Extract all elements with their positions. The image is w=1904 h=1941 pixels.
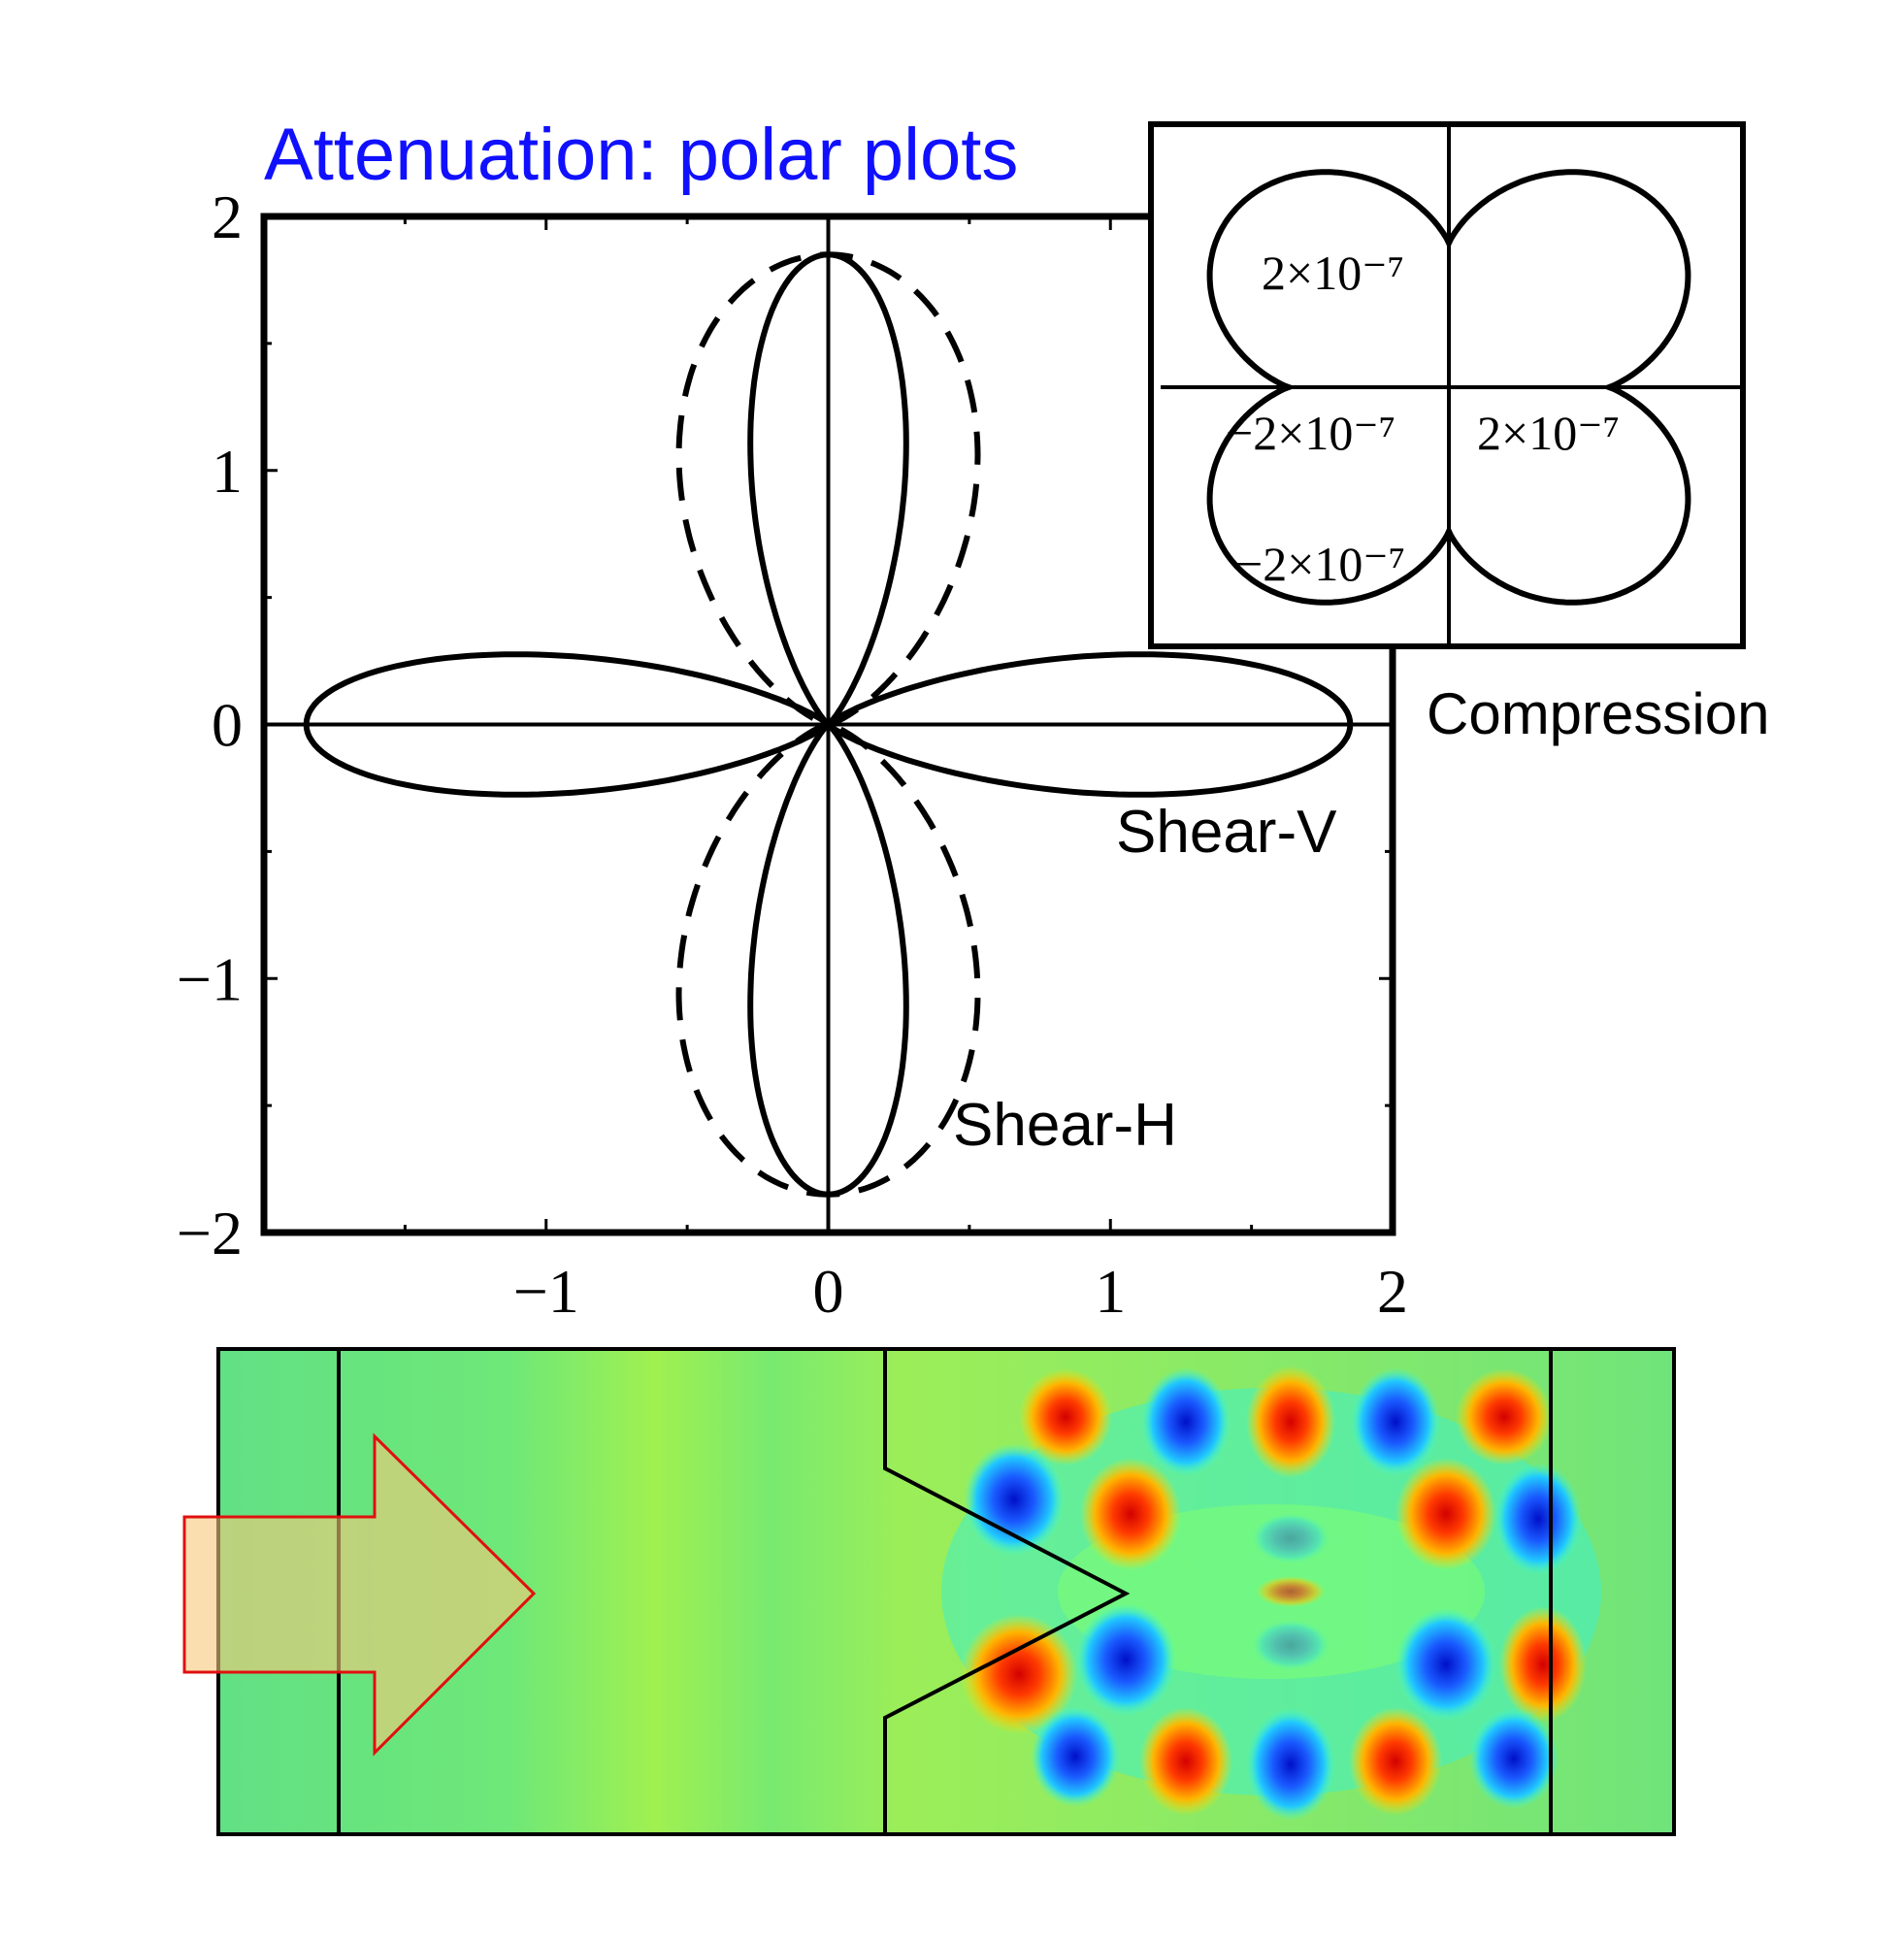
- main-polar-chart: Attenuation: polar plots 2 1 0 −1 −2 −1 0 1 2 S…: [177, 114, 1408, 1326]
- polar-curves: [303, 251, 1354, 1198]
- compression-inset: 2×10⁻⁷ −2×10⁻⁷ 2×10⁻⁷ −2×10⁻⁷ Compressio…: [1148, 121, 1769, 746]
- compression-label: Compression: [1427, 681, 1769, 746]
- y-tick-label: −2: [177, 1199, 243, 1267]
- x-tick-label: 0: [813, 1257, 844, 1326]
- x-tick-labels: −1 0 1 2: [513, 1257, 1408, 1326]
- inset-tick-top: 2×10⁻⁷: [1262, 246, 1404, 300]
- x-tick-label: 1: [1095, 1257, 1126, 1326]
- x-tick-label: −1: [513, 1257, 579, 1326]
- chart-title: Attenuation: polar plots: [264, 114, 1018, 196]
- field-blobs: [941, 1365, 1601, 1821]
- polar-series-shear-v-curve: [303, 651, 1354, 798]
- y-tick-labels: 2 1 0 −1 −2: [177, 182, 243, 1267]
- inset-tick-right: 2×10⁻⁷: [1477, 406, 1620, 460]
- compression-curve: [1206, 169, 1691, 606]
- incident-wave-arrow: [182, 1432, 537, 1757]
- shear-h-label: Shear-H: [953, 1092, 1177, 1159]
- wave-field-image: [182, 1347, 1676, 1836]
- y-tick-label: −1: [177, 944, 243, 1013]
- y-tick-label: 2: [212, 182, 243, 251]
- x-tick-label: 2: [1377, 1257, 1408, 1326]
- shear-v-label: Shear-V: [1116, 799, 1337, 866]
- y-tick-label: 1: [212, 437, 243, 506]
- inset-tick-bottom: −2×10⁻⁷: [1235, 537, 1405, 591]
- inset-tick-left: −2×10⁻⁷: [1226, 406, 1395, 460]
- y-tick-label: 0: [212, 691, 243, 760]
- polar-series-dashed-curve: [675, 251, 981, 1198]
- notch-outline: [883, 1349, 1131, 1834]
